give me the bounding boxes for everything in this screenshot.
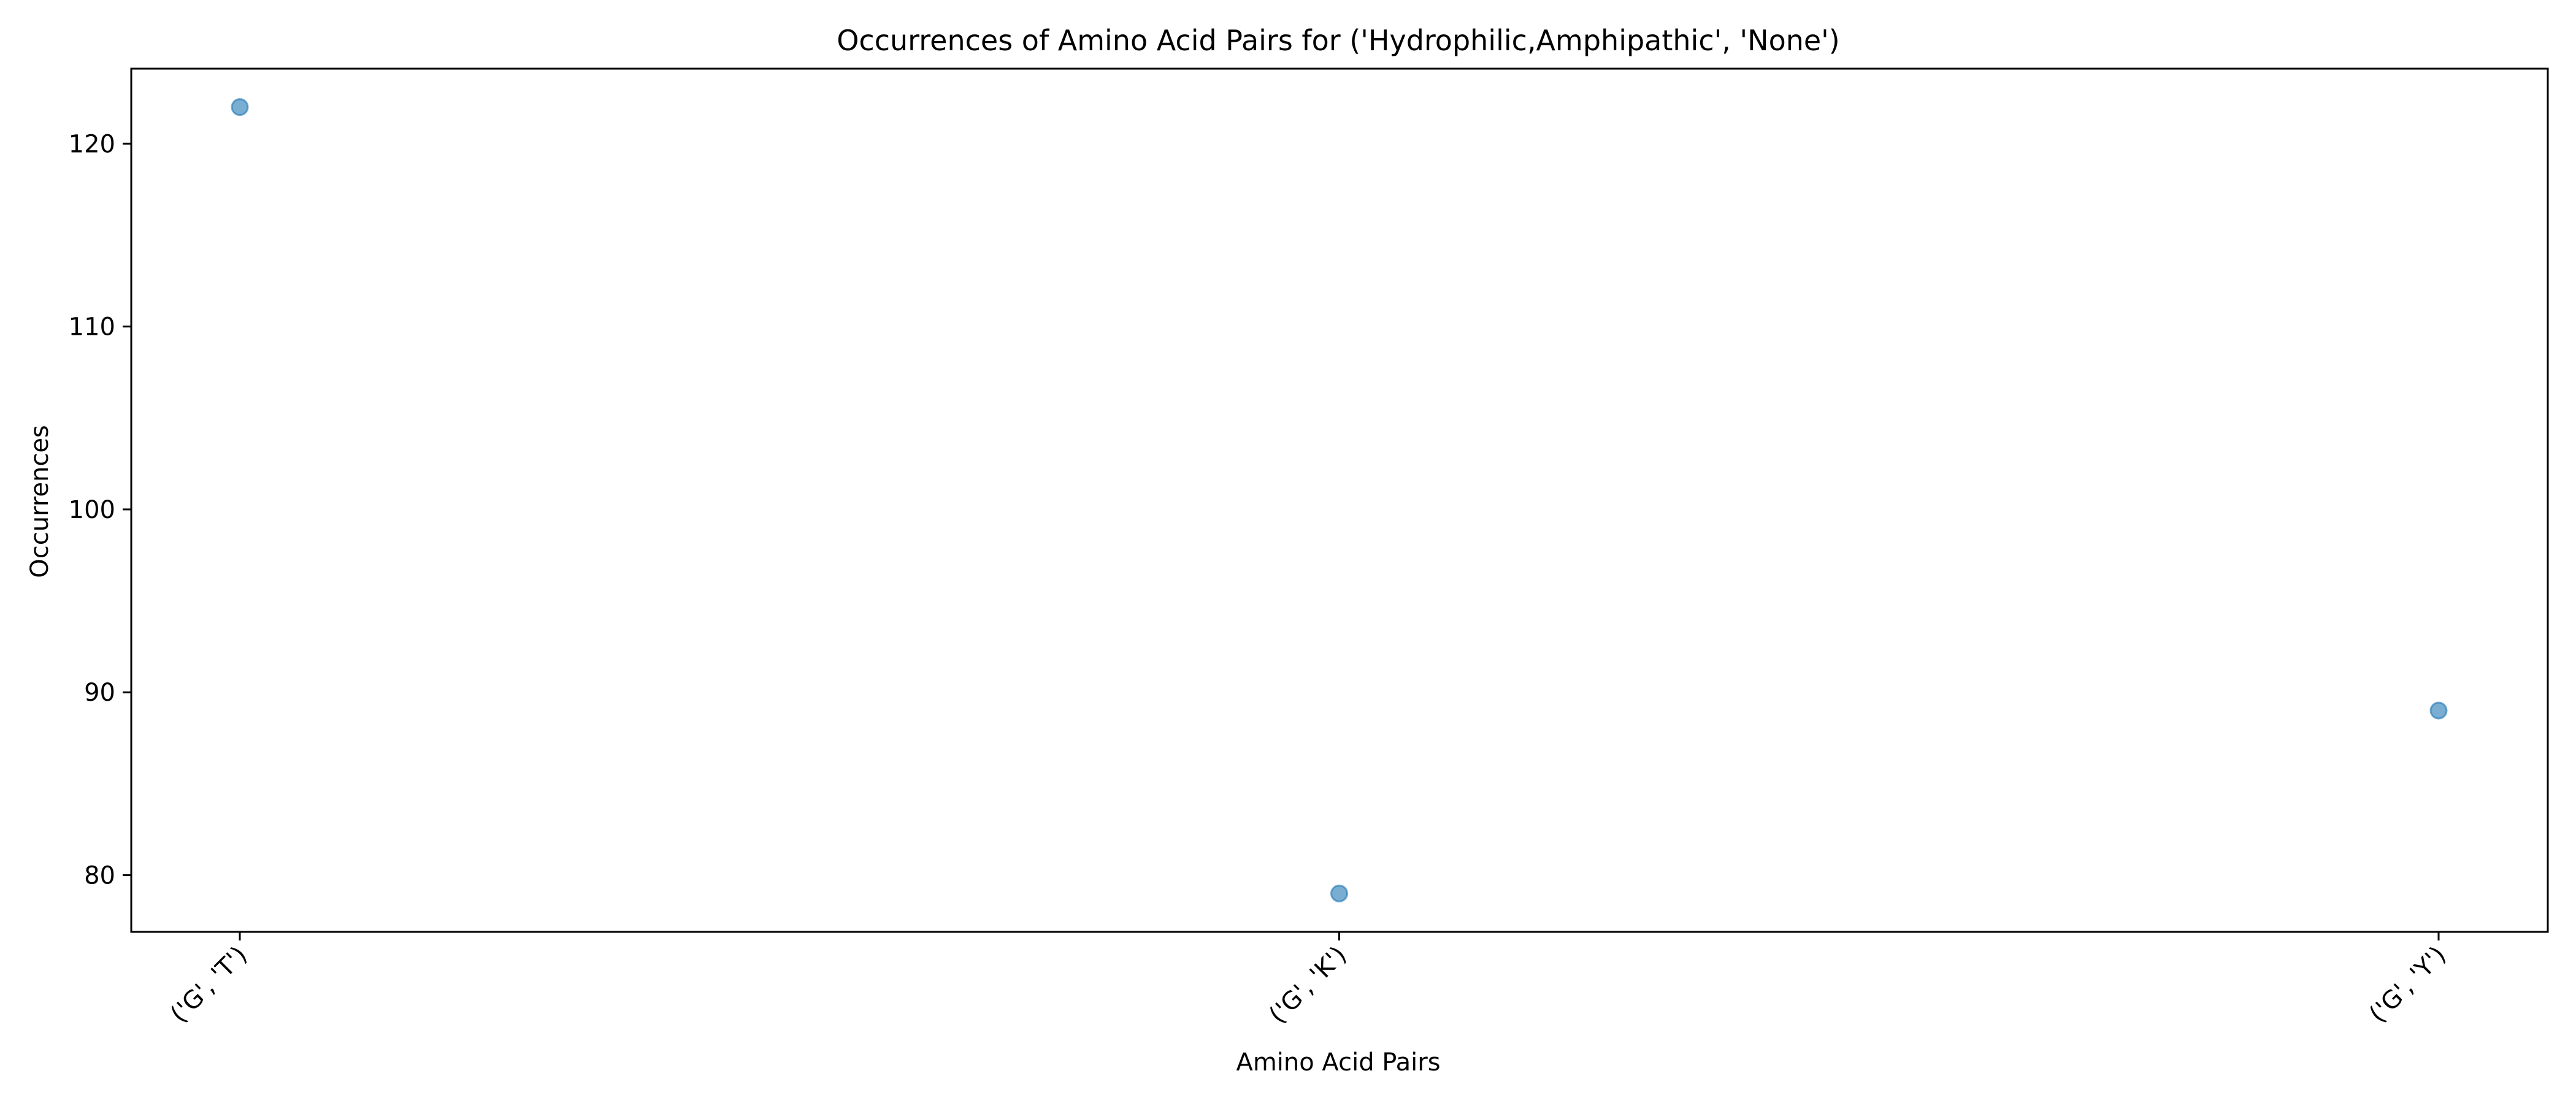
y-axis-ticks: 80 90 100 110 120 (69, 130, 131, 890)
y-axis-label: Occurrences (26, 425, 54, 578)
y-tick-label: 100 (69, 496, 115, 524)
y-tick-label: 110 (69, 313, 115, 341)
chart-title: Occurrences of Amino Acid Pairs for ('Hy… (837, 24, 1840, 57)
x-axis-label: Amino Acid Pairs (1236, 1048, 1440, 1077)
data-point (1330, 884, 1348, 902)
data-point (2429, 701, 2448, 720)
y-tick-label: 90 (84, 679, 115, 707)
data-points (231, 98, 2448, 902)
plot-frame (130, 67, 2549, 933)
y-tick-label: 120 (69, 130, 115, 158)
y-tick-label: 80 (84, 862, 115, 890)
data-point (231, 98, 249, 116)
